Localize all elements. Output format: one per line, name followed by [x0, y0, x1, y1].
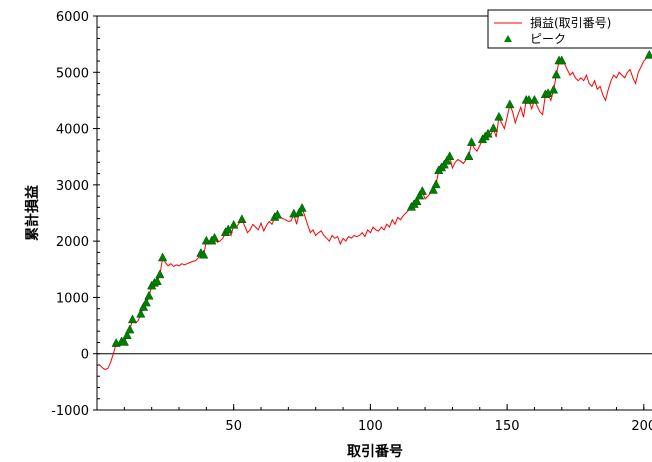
peak-marker: [136, 308, 146, 318]
y-tick-label: 6000: [56, 10, 89, 25]
peak-marker: [144, 290, 154, 300]
y-tick-label: 5000: [56, 66, 89, 81]
x-axis-title: 取引番号: [347, 443, 403, 460]
peak-marker: [431, 179, 441, 189]
peak-marker: [141, 297, 151, 307]
legend-triangle-swatch: [504, 35, 512, 42]
peak-marker: [488, 123, 499, 132]
peak-marker: [199, 249, 209, 259]
x-axis-ticks: 50 100 150 200: [123, 404, 652, 434]
legend-box: [487, 9, 652, 49]
peak-markers: [111, 49, 652, 347]
peak-marker: [551, 69, 561, 79]
legend: 損益(取引番号) ピーク: [487, 9, 652, 49]
peak-marker: [483, 128, 493, 138]
peak-marker: [644, 49, 652, 59]
legend-label-peak: ピーク: [530, 32, 566, 46]
peak-marker: [122, 330, 132, 339]
peak-marker: [494, 111, 504, 121]
y-axis-title: 累計損益: [24, 185, 41, 241]
peak-marker: [442, 155, 452, 165]
peak-marker: [158, 252, 168, 262]
peak-marker: [464, 151, 474, 160]
legend-label-pnl: 損益(取引番号): [530, 15, 611, 30]
peak-marker: [127, 314, 138, 324]
peak-marker: [445, 151, 455, 160]
peak-marker: [297, 202, 307, 212]
peak-marker: [428, 184, 438, 194]
peak-marker: [119, 336, 129, 346]
y-tick-label: 3000: [56, 179, 89, 194]
peak-marker: [529, 94, 540, 104]
y-tick-label: 0: [81, 348, 89, 363]
peak-marker: [155, 269, 165, 279]
peak-marker: [417, 186, 427, 195]
peak-marker: [138, 302, 149, 311]
x-tick-label: 200: [631, 419, 652, 434]
peak-marker: [412, 196, 422, 205]
peak-marker: [237, 214, 247, 224]
y-axis-ticks: -1000 0 1000 2000 3000 4000 5000 6000: [51, 10, 100, 419]
x-tick-label: 50: [225, 419, 242, 434]
peak-marker: [125, 324, 135, 334]
peak-marker: [229, 219, 239, 229]
peak-marker: [466, 137, 477, 146]
peak-marker: [152, 276, 162, 285]
peak-marker: [272, 209, 283, 219]
peak-marker: [505, 99, 515, 109]
x-tick-label: 100: [358, 419, 383, 434]
peak-marker: [294, 207, 304, 217]
peak-marker: [223, 224, 233, 234]
peak-marker: [209, 232, 220, 242]
peak-marker: [414, 190, 425, 200]
peak-marker: [548, 84, 559, 94]
y-tick-label: 2000: [56, 235, 89, 250]
y-tick-label: 1000: [56, 291, 89, 306]
x-tick-label: 150: [495, 419, 520, 434]
peak-marker: [557, 55, 567, 65]
y-tick-label: 4000: [56, 123, 89, 138]
y-tick-label: -1000: [51, 404, 89, 419]
